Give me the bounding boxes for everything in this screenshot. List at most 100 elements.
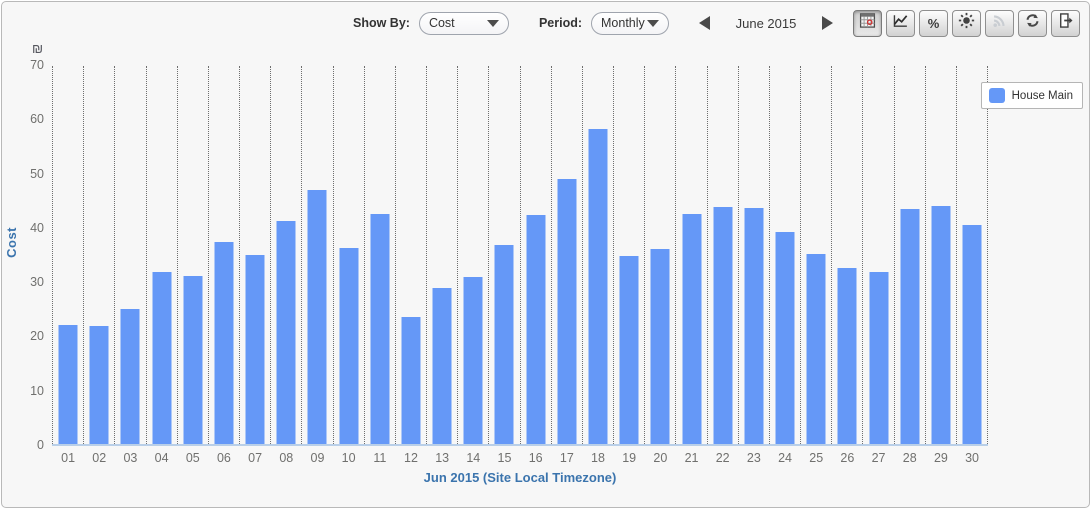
day-column: 03 [114, 66, 145, 444]
bar[interactable] [557, 179, 576, 444]
bar[interactable] [682, 214, 701, 444]
bar[interactable] [713, 207, 732, 444]
percent-icon: % [928, 16, 940, 31]
bar[interactable] [495, 245, 514, 444]
line-chart-icon [892, 12, 909, 34]
bar[interactable] [90, 326, 109, 444]
period-value: Monthly [601, 16, 645, 30]
x-tick-label: 30 [957, 451, 987, 465]
x-tick-label: 11 [365, 451, 395, 465]
day-column: 09 [301, 66, 332, 444]
bar[interactable] [370, 214, 389, 444]
bar[interactable] [121, 309, 140, 444]
day-column: 13 [426, 66, 457, 444]
table-grid-icon [859, 12, 876, 34]
day-column: 24 [769, 66, 800, 444]
day-column: 01 [52, 66, 83, 444]
plot-area: 0102030405060708091011121314151617181920… [52, 66, 988, 446]
x-tick-label: 28 [895, 451, 925, 465]
bar[interactable] [339, 248, 358, 445]
day-column: 14 [457, 66, 488, 444]
bar[interactable] [869, 272, 888, 444]
export-icon [1057, 12, 1074, 34]
x-tick-label: 26 [832, 451, 862, 465]
bar[interactable] [277, 221, 296, 444]
bar[interactable] [963, 225, 982, 444]
bar[interactable] [838, 268, 857, 444]
energy-cost-widget: Show By: Cost Period: Monthly June 2015 [1, 1, 1090, 508]
rss-icon [991, 12, 1008, 34]
day-column: 27 [862, 66, 893, 444]
x-tick-label: 08 [271, 451, 301, 465]
x-tick-label: 17 [552, 451, 582, 465]
bar[interactable] [900, 209, 919, 444]
day-column: 15 [488, 66, 519, 444]
show-by-dropdown[interactable]: Cost [419, 12, 509, 35]
live-feed-button [985, 10, 1014, 37]
arrow-left-icon [699, 16, 710, 30]
period-dropdown[interactable]: Monthly [591, 12, 669, 35]
bar[interactable] [651, 249, 670, 444]
currency-symbol: ₪ [32, 41, 43, 56]
bar[interactable] [246, 255, 265, 444]
line-chart-view-button[interactable] [886, 10, 915, 37]
bar[interactable] [589, 129, 608, 444]
y-tick-label: 60 [10, 112, 44, 126]
bar[interactable] [464, 277, 483, 444]
bar[interactable] [433, 288, 452, 444]
bar[interactable] [620, 256, 639, 444]
x-axis-title: Jun 2015 (Site Local Timezone) [52, 470, 988, 485]
percent-view-button[interactable]: % [919, 10, 948, 37]
day-column: 26 [831, 66, 862, 444]
x-tick-label: 09 [302, 451, 332, 465]
x-tick-label: 18 [583, 451, 613, 465]
day-column: 04 [146, 66, 177, 444]
x-tick-label: 10 [334, 451, 364, 465]
y-tick-label: 30 [10, 275, 44, 289]
previous-month-button[interactable] [695, 12, 714, 34]
bar[interactable] [526, 215, 545, 444]
bar[interactable] [183, 276, 202, 444]
bar[interactable] [59, 325, 78, 444]
weather-button[interactable] [952, 10, 981, 37]
x-tick-label: 12 [396, 451, 426, 465]
y-tick-label: 50 [10, 167, 44, 181]
show-by-label: Show By: [353, 16, 410, 30]
day-column: 30 [956, 66, 988, 444]
bar[interactable] [744, 208, 763, 444]
export-button[interactable] [1051, 10, 1080, 37]
day-column: 08 [270, 66, 301, 444]
bar[interactable] [308, 190, 327, 444]
legend-label: House Main [1012, 90, 1073, 102]
next-month-button[interactable] [818, 12, 837, 34]
x-tick-label: 25 [801, 451, 831, 465]
day-column: 10 [333, 66, 364, 444]
bar[interactable] [401, 317, 420, 444]
bar[interactable] [931, 206, 950, 444]
y-tick-label: 10 [10, 384, 44, 398]
bar[interactable] [152, 272, 171, 444]
bar[interactable] [776, 232, 795, 444]
day-column: 18 [582, 66, 613, 444]
x-tick-label: 16 [521, 451, 551, 465]
refresh-icon [1024, 12, 1041, 34]
y-tick-label: 40 [10, 221, 44, 235]
x-tick-label: 02 [84, 451, 114, 465]
day-column: 17 [551, 66, 582, 444]
x-tick-label: 24 [770, 451, 800, 465]
day-column: 22 [707, 66, 738, 444]
table-view-button[interactable] [853, 10, 882, 37]
day-column: 11 [364, 66, 395, 444]
x-tick-label: 15 [489, 451, 519, 465]
day-column: 19 [613, 66, 644, 444]
bar[interactable] [807, 254, 826, 444]
bar[interactable] [214, 242, 233, 444]
x-tick-label: 29 [926, 451, 956, 465]
y-tick-label: 70 [10, 58, 44, 72]
day-column: 02 [83, 66, 114, 444]
legend: House Main [981, 82, 1083, 109]
chevron-down-icon [487, 20, 499, 27]
x-tick-label: 21 [676, 451, 706, 465]
legend-swatch [989, 88, 1005, 103]
refresh-button[interactable] [1018, 10, 1047, 37]
